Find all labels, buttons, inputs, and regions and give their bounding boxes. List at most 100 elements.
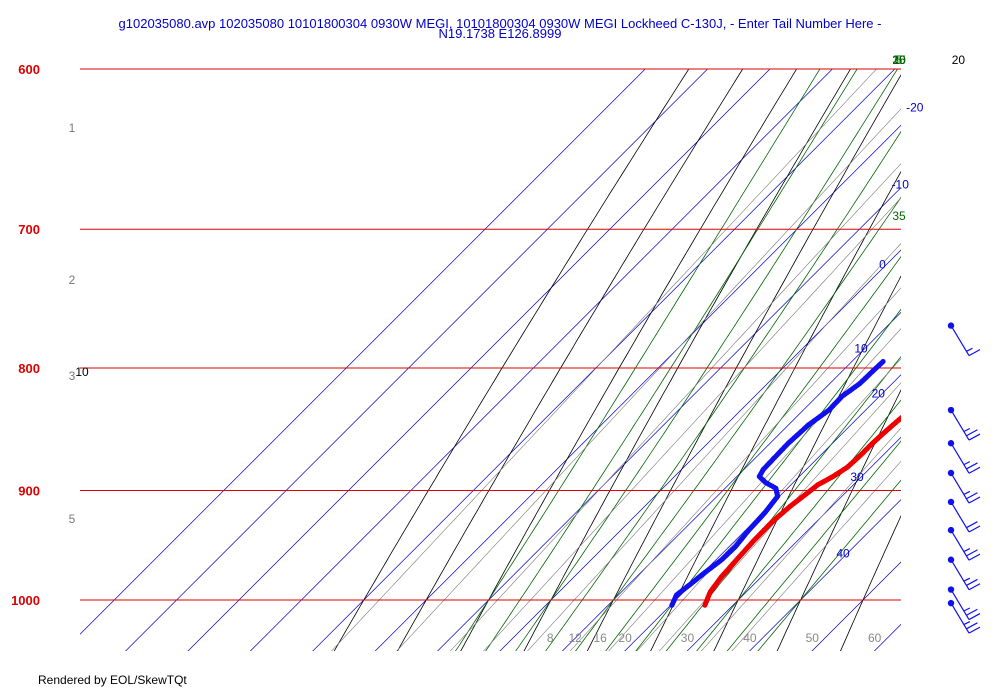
title-line-1: g102035080.avp 102035080 10101800304 093…	[118, 16, 882, 31]
isotherm-line	[249, 69, 833, 651]
temperature-trace-point	[939, 387, 944, 392]
wind-barb-station	[947, 440, 955, 447]
mixing-ratio-line	[731, 460, 901, 651]
sounding-profiles	[669, 323, 988, 608]
moist-adiabat-label: 30	[892, 53, 906, 67]
isotherm-label: -20	[906, 100, 924, 114]
wind-barb-half-flag	[963, 427, 971, 433]
mixing-ratio-line	[331, 69, 877, 651]
temperature-trace-point	[903, 412, 908, 417]
temperature-trace-point	[979, 351, 984, 356]
temperature-trace-point	[917, 402, 922, 407]
dry-adiabat-label: 10	[75, 365, 89, 379]
wind-barb-flag	[968, 583, 981, 591]
mixing-ratio-line	[569, 287, 901, 651]
isotherm-label: 20	[872, 387, 886, 401]
temperature-trace-point	[976, 354, 981, 359]
temperature-trace-point	[952, 376, 957, 381]
temperature-trace-point	[911, 406, 916, 411]
wind-barb-flag	[966, 578, 978, 586]
temperature-tick-label: 8	[547, 631, 554, 645]
wind-barb-half-flag	[963, 621, 971, 626]
mixing-ratio-label: 3	[69, 369, 76, 383]
temperature-trace-point	[948, 380, 953, 385]
temperature-trace-point	[965, 363, 970, 368]
temperature-trace-point	[899, 415, 901, 421]
wind-barb-flag	[966, 521, 978, 529]
wind-barb	[947, 556, 981, 591]
temperature-trace-point	[942, 385, 947, 390]
temperature-trace-point	[900, 414, 901, 419]
isotherm-line	[437, 187, 901, 651]
temperature-tick-label: 16	[593, 631, 607, 645]
temperature-trace-point	[956, 372, 961, 377]
wind-barb	[947, 440, 981, 474]
wind-barb	[947, 498, 981, 533]
temperature-trace-point	[969, 359, 974, 364]
moist-adiabat-line	[515, 69, 898, 651]
moist-adiabat-line	[605, 256, 901, 651]
dry-adiabat-line	[776, 389, 901, 651]
dewpoint-isolated-point	[902, 323, 908, 329]
wind-barb-staff	[950, 472, 970, 504]
mixing-ratio-label: 1	[69, 121, 76, 135]
temperature-trace-point	[983, 347, 988, 352]
isotherm-line	[187, 69, 771, 651]
temperature-trace-point	[972, 357, 977, 362]
isotherm-line	[374, 124, 901, 651]
wind-barbs	[947, 322, 981, 634]
wind-barb-staff	[950, 529, 970, 561]
wind-barb-half-flag	[963, 548, 971, 553]
wind-barb	[947, 586, 981, 621]
moist-adiabat-line	[726, 440, 901, 651]
mixing-ratio-label: 2	[69, 273, 76, 287]
wind-barb-staff	[950, 589, 970, 620]
temperature-trace-point	[941, 386, 946, 391]
moist-adiabat-line	[485, 69, 858, 651]
pressure-tick-label: 600	[18, 62, 40, 77]
isotherm-label: 10	[854, 341, 868, 355]
temperature-trace-point	[982, 348, 987, 353]
temperature-tick-label: 50	[806, 631, 820, 645]
temperature-trace-point	[963, 365, 968, 370]
dry-adiabat-label: 20	[952, 53, 966, 67]
temperature-trace-point	[949, 378, 954, 383]
temperature-trace-point	[943, 384, 948, 389]
wind-barb-staff	[950, 442, 970, 474]
wind-barb-flag	[968, 525, 981, 533]
temperature-trace-point	[906, 409, 911, 414]
pressure-tick-label: 1000	[11, 593, 40, 608]
temperature-trace-point	[938, 388, 943, 393]
temperature-trace-point	[945, 382, 950, 387]
wind-barb-flag	[966, 462, 978, 470]
isotherm-label: 30	[850, 470, 864, 484]
temperature-trace-point	[951, 377, 956, 382]
wind-barb-flag	[968, 553, 981, 561]
temperature-trace-point	[936, 389, 941, 394]
temperature-trace-point	[925, 397, 930, 402]
isotherm-line	[312, 69, 896, 651]
temperature-trace-point	[957, 371, 962, 376]
temperature-tick-label: 60	[868, 631, 882, 645]
isotherm-label: 0	[879, 258, 886, 272]
temperature-trace-point	[968, 361, 973, 366]
dry-adiabat-line	[840, 514, 901, 651]
wind-barb-flag	[966, 429, 978, 437]
diagram-grid	[80, 69, 901, 651]
mixing-ratio-line	[636, 358, 901, 651]
temperature-trace-point	[955, 373, 960, 378]
temperature-trace-point	[967, 362, 972, 367]
temperature-trace-point	[915, 403, 920, 408]
pressure-tick-label: 700	[18, 222, 40, 237]
temperature-tick-label: 12	[568, 631, 582, 645]
footer-credit: Rendered by EOL/SkewTQt	[38, 673, 187, 687]
wind-barb-half-flag	[963, 461, 971, 466]
wind-barb	[947, 406, 981, 441]
temperature-trace-point	[908, 408, 913, 413]
wind-barb-flag	[968, 466, 981, 474]
temperature-trace-point	[932, 393, 937, 398]
isotherm-line	[561, 311, 901, 651]
isotherm-line	[686, 436, 901, 651]
temperature-trace-point	[902, 413, 907, 418]
